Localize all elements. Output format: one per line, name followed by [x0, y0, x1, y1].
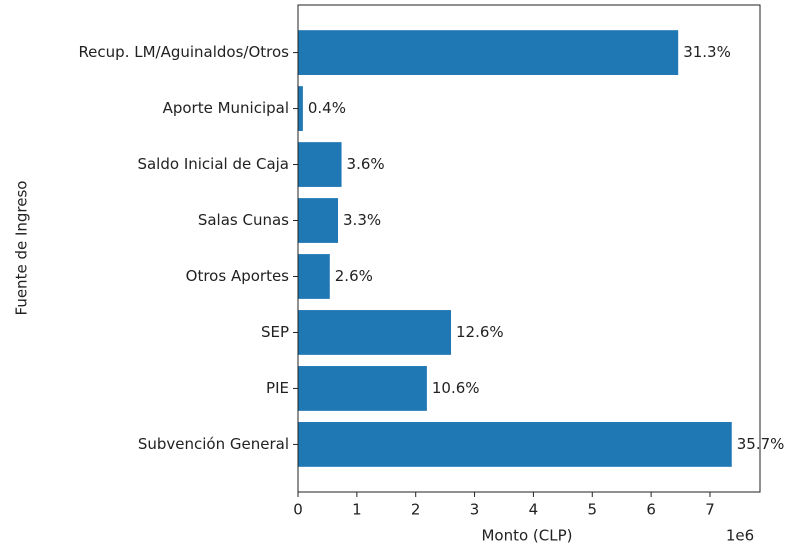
bar-label: 3.3% [343, 211, 381, 229]
bar-label: 0.4% [308, 99, 346, 117]
bar [298, 142, 342, 187]
x-tick-label: 5 [587, 501, 597, 519]
bar [298, 254, 330, 299]
bar-label: 35.7% [737, 435, 785, 453]
x-tick-label: 6 [646, 501, 656, 519]
y-tick-label: Subvención General [138, 435, 289, 453]
x-tick-label: 7 [705, 501, 715, 519]
y-tick-label: Saldo Inicial de Caja [137, 155, 289, 173]
y-tick-label: SEP [261, 323, 289, 341]
x-tick-label: 1 [352, 501, 362, 519]
bar [298, 422, 732, 467]
x-tick-label: 4 [529, 501, 539, 519]
bar [298, 366, 427, 411]
bar [298, 30, 679, 75]
bar-label: 12.6% [456, 323, 504, 341]
bar-label: 2.6% [335, 267, 373, 285]
y-tick-label: Otros Aportes [186, 267, 290, 285]
x-tick-label: 0 [293, 501, 303, 519]
y-tick-label: Aporte Municipal [163, 99, 289, 117]
bar-label: 3.6% [347, 155, 385, 173]
bar [298, 86, 303, 131]
bar-label: 10.6% [432, 379, 480, 397]
x-axis-label: Monto (CLP) [481, 527, 572, 545]
y-tick-label: PIE [266, 379, 289, 397]
y-tick-label: Recup. LM/Aguinaldos/Otros [78, 43, 289, 61]
y-axis-label: Fuente de Ingreso [13, 181, 31, 316]
bar-label: 31.3% [683, 43, 731, 61]
x-offset-label: 1e6 [726, 527, 754, 545]
x-tick-label: 2 [411, 501, 421, 519]
bar [298, 310, 452, 355]
x-tick-label: 3 [470, 501, 480, 519]
y-tick-label: Salas Cunas [198, 211, 289, 229]
plot-frame [297, 4, 761, 493]
bar [298, 198, 339, 243]
